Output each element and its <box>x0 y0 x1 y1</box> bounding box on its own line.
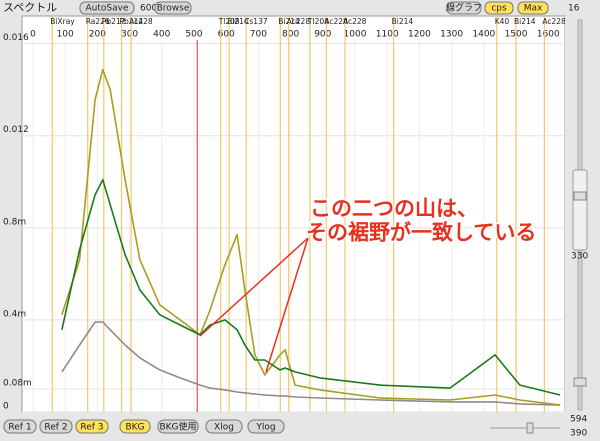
bottom-button[interactable] <box>3 419 37 434</box>
slider-top-value: 16 <box>568 4 580 14</box>
nuclide-label: Tl208 <box>307 17 329 26</box>
annotation-arrow <box>265 237 309 373</box>
x-tick-label: 1600 <box>537 30 560 40</box>
x-tick-label: 400 <box>153 30 170 40</box>
y-tick-label: 0.08m <box>3 378 32 388</box>
bottom-button[interactable] <box>157 419 199 434</box>
slider-thumb[interactable] <box>573 191 587 201</box>
nuclide-label: Ac228 <box>129 17 153 26</box>
x-tick-label: 500 <box>185 30 202 40</box>
nuclide-label: Pb212 <box>102 17 126 26</box>
browse-label: Browse <box>157 4 190 14</box>
nuclide-label: Ra226 <box>86 17 110 26</box>
bottom-button-label: Ref 3 <box>80 423 103 433</box>
graph-mode-label: 線グラフ <box>446 2 482 14</box>
y-tick-label: 0 <box>3 402 9 412</box>
annotation-arrow <box>199 237 309 337</box>
y-tick-label: 0.016 <box>3 33 29 43</box>
annotation-line-2: その裾野が一致している <box>306 220 536 245</box>
x-tick-label: 800 <box>282 30 299 40</box>
x-tick-label: 0 <box>30 30 36 40</box>
autosave-button[interactable] <box>79 1 135 15</box>
autosave-label: AutoSave <box>86 4 129 14</box>
nuclide-label: Cs137 <box>244 17 268 26</box>
x-tick-label: 300 <box>121 30 138 40</box>
y-tick-label: 0.012 <box>3 125 29 135</box>
h-slider-thumb[interactable] <box>526 422 534 434</box>
x-tick-label: 1300 <box>440 30 463 40</box>
bottom-button[interactable] <box>205 419 243 434</box>
x-tick-label: 600 <box>218 30 235 40</box>
bottom-button-label: BKG使用 <box>159 421 196 433</box>
slider-thumb[interactable] <box>573 377 587 387</box>
bottom-bar: Ref 1 Ref 2 Ref 3 BKG BKG使用 Xlog Ylog <box>3 419 285 434</box>
x-tick-label: 1000 <box>344 30 367 40</box>
slider-bottom-value: 390 <box>570 429 587 439</box>
nuclide-label: Ac228 <box>287 17 311 26</box>
x-tick-label: 200 <box>89 30 106 40</box>
x-tick-label: 100 <box>57 30 74 40</box>
graph-mode-button[interactable] <box>446 1 482 15</box>
scale-label: Max <box>524 4 543 14</box>
bottom-button[interactable] <box>119 419 151 434</box>
nuclide-label: Bi214 <box>514 17 536 26</box>
x-tick-label: 900 <box>314 30 331 40</box>
slider-range[interactable] <box>572 169 588 251</box>
y-tick-label: 0.4m <box>3 309 26 319</box>
bottom-button-label: Ref 1 <box>8 423 31 433</box>
slider-bottom-value: 594 <box>570 415 587 425</box>
spectrum-line <box>61 178 561 396</box>
y-tick-label: 0.8m <box>3 217 26 227</box>
nuclide-label: Ac228 <box>324 17 348 26</box>
annotation-line-1: この二つの山は、 <box>310 196 478 221</box>
slider-middle-value: 330 <box>571 252 588 262</box>
spectrum-line <box>61 321 561 406</box>
browse-button[interactable] <box>154 1 192 15</box>
scale-button[interactable] <box>517 1 549 15</box>
window-title: スペクトル <box>3 1 57 14</box>
nuclide-label: BiXray <box>50 17 75 26</box>
x-tick-label: 1100 <box>376 30 399 40</box>
spectrum-line <box>61 68 561 406</box>
nuclide-label: K40 <box>495 17 510 26</box>
unit-label: cps <box>491 4 507 14</box>
bottom-button-label: BKG <box>125 423 144 433</box>
nuclide-label: Ac228 <box>542 17 566 26</box>
bottom-button-label: Xlog <box>214 423 234 433</box>
bottom-button-label: Ylog <box>255 423 275 433</box>
nuclide-label: Ac228 <box>343 17 367 26</box>
nuclide-label: Bi214 <box>227 17 249 26</box>
x-tick-label: 700 <box>250 30 267 40</box>
bottom-button[interactable] <box>75 419 109 434</box>
x-tick-label: 1200 <box>408 30 431 40</box>
nuclide-label: Bi214 <box>392 17 414 26</box>
plot-layer: 0 100 200 300 400 500 600 700 800 900 1000 1100 1200… <box>3 16 566 413</box>
x-tick-label: 1400 <box>472 30 495 40</box>
bottom-button[interactable] <box>39 419 73 434</box>
interval-value: 600 <box>140 4 157 14</box>
bottom-button-label: Ref 2 <box>44 423 67 433</box>
bottom-button[interactable] <box>247 419 285 434</box>
unit-button[interactable] <box>484 1 514 15</box>
